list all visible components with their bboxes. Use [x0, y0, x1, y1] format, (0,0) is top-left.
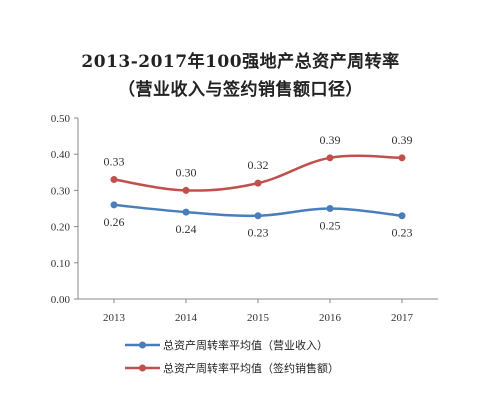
- data-point: [326, 154, 334, 162]
- data-point: [110, 201, 118, 209]
- chart-title: 2013-2017年100强地产总资产周转率: [81, 52, 400, 72]
- legend-label-1: 总资产周转率平均值（签约销售额）: [163, 361, 339, 375]
- x-tick-label: 2017: [391, 312, 414, 324]
- data-point: [398, 212, 406, 220]
- legend-marker-0: [139, 341, 146, 349]
- data-label: 0.39: [320, 133, 341, 147]
- x-tick-label: 2013: [103, 312, 126, 324]
- data-label: 0.23: [392, 226, 413, 240]
- data-point: [398, 154, 406, 162]
- y-tick-label: 0.20: [51, 222, 71, 234]
- data-point: [110, 176, 118, 184]
- data-label: 0.39: [392, 133, 413, 147]
- x-tick-label: 2016: [319, 312, 342, 324]
- legend-label-0: 总资产周转率平均值（营业收入）: [163, 338, 328, 352]
- legend-marker-1: [139, 364, 146, 372]
- data-point: [182, 186, 190, 194]
- chart-subtitle: （营业收入与签约销售额口径）: [118, 80, 363, 100]
- x-tick-label: 2015: [247, 312, 270, 324]
- data-point: [254, 179, 262, 187]
- y-tick-label: 0.40: [51, 149, 71, 161]
- data-label: 0.24: [176, 222, 197, 236]
- data-point: [254, 212, 262, 220]
- data-label: 0.25: [320, 219, 341, 233]
- data-point: [182, 208, 190, 216]
- data-label: 0.30: [176, 165, 197, 179]
- x-tick-label: 2014: [175, 312, 198, 324]
- data-label: 0.23: [248, 226, 269, 240]
- y-tick-label: 0.10: [51, 258, 71, 270]
- y-tick-label: 0.00: [51, 294, 71, 306]
- y-tick-label: 0.30: [51, 185, 71, 197]
- y-tick-label: 0.50: [51, 113, 71, 125]
- data-label: 0.26: [104, 215, 125, 229]
- data-point: [326, 205, 334, 212]
- data-label: 0.33: [104, 155, 125, 169]
- data-label: 0.32: [248, 158, 269, 172]
